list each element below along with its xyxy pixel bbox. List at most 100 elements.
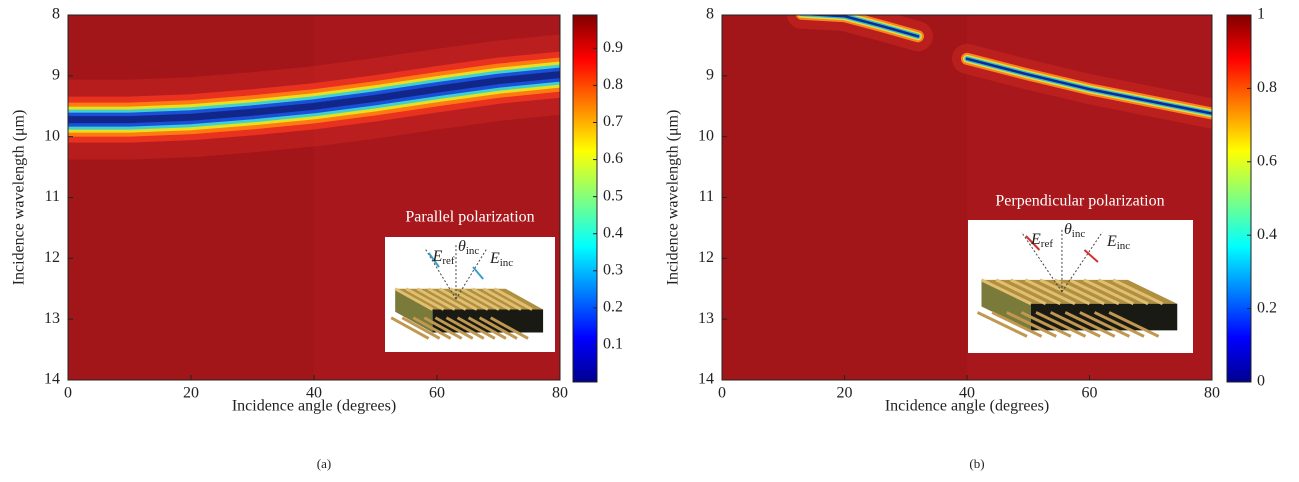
label-sub: ref — [1041, 238, 1054, 250]
grating-stripe — [995, 278, 1047, 306]
grating-stripe — [471, 287, 511, 311]
colorbar-tick-label: 0.8 — [1257, 79, 1277, 96]
reflected-ray — [424, 248, 457, 300]
grating-stripe — [445, 316, 485, 340]
y-axis-label: Incidence wavelength (μm) — [11, 110, 28, 286]
field-arrow — [472, 266, 484, 280]
grating-stripe — [394, 287, 434, 311]
label-sub: inc — [466, 245, 480, 257]
grating-stripe — [1024, 278, 1076, 306]
y-tick-label: 10 — [44, 127, 60, 144]
label-main: E — [489, 250, 500, 267]
y-tick-label: 13 — [698, 310, 714, 327]
grating-stripe — [1108, 311, 1160, 338]
inset-label: Einc — [489, 250, 513, 269]
incident-ray — [1061, 231, 1103, 293]
y-axis-label: Incidence wavelength (μm) — [665, 110, 682, 286]
reflected-ray — [1021, 231, 1063, 293]
caption: (a) — [317, 456, 331, 471]
grating-stripe — [991, 311, 1043, 338]
grating-stripe — [401, 316, 441, 340]
colorbar-tick-label: 0.6 — [1257, 152, 1277, 169]
grating-stripe — [1112, 278, 1164, 306]
label-sub: inc — [500, 257, 514, 269]
inset-label: Eref — [432, 248, 455, 267]
x-tick-label: 80 — [1204, 385, 1220, 402]
colorbar-tick-label: 0.7 — [603, 113, 623, 130]
field-arrow — [1025, 235, 1041, 251]
label-main: E — [1106, 233, 1117, 250]
colorbar-tick-label: 0.2 — [1257, 299, 1277, 316]
grating-stripe — [478, 316, 518, 340]
inset-label: θinc — [1064, 221, 1085, 240]
y-tick-label: 8 — [52, 6, 60, 23]
x-tick-label: 40 — [306, 385, 322, 402]
label-main: θ — [1064, 221, 1072, 238]
x-tick-label: 0 — [64, 385, 72, 402]
colorbar-tick-label: 0 — [1257, 373, 1265, 390]
grating-stripe — [467, 316, 507, 340]
colorbar-tick-label: 1 — [1257, 6, 1265, 23]
colorbar-tick-label: 0.3 — [603, 261, 623, 278]
y-tick-label: 8 — [706, 6, 714, 23]
y-tick-label: 12 — [44, 249, 60, 266]
inset-label: Einc — [1106, 233, 1130, 252]
label-main: E — [1030, 231, 1041, 248]
y-tick-label: 9 — [706, 67, 714, 84]
grating-stripe — [405, 287, 445, 311]
inset-title: Perpendicular polarization — [995, 193, 1164, 210]
grating-stripe — [980, 278, 1032, 306]
label-sub: ref — [442, 255, 455, 267]
label-main: E — [432, 248, 443, 265]
grating-stripe — [1079, 311, 1131, 338]
grating-stripe — [434, 316, 474, 340]
colorbar-tick-label: 0.1 — [603, 336, 623, 353]
grating-stripe — [1064, 311, 1116, 338]
plot-area — [68, 15, 560, 380]
field-arrow — [427, 252, 440, 268]
grating-stripe — [416, 287, 456, 311]
grating-stripe — [423, 316, 463, 340]
y-tick-label: 11 — [45, 188, 60, 205]
x-tick-label: 20 — [837, 385, 853, 402]
grating-stripe — [493, 287, 533, 311]
grating-stripe — [1097, 278, 1149, 306]
label-sub: inc — [1072, 228, 1086, 240]
colorbar-tick-label: 0.8 — [603, 76, 623, 93]
x-axis-label: Incidence angle (degrees) — [232, 398, 396, 415]
y-tick-label: 10 — [698, 127, 714, 144]
grating-stripe — [1010, 278, 1061, 306]
colorbar-tick-label: 0.5 — [603, 187, 623, 204]
heatmap-region — [722, 15, 967, 380]
grating-stripe — [1035, 311, 1087, 338]
x-tick-label: 80 — [552, 385, 568, 402]
x-axis-label: Incidence angle (degrees) — [885, 398, 1049, 415]
y-tick-label: 12 — [698, 249, 714, 266]
colorbar-tick-label: 0.2 — [603, 299, 623, 316]
grating-stripe — [412, 316, 452, 340]
inset-title: Parallel polarization — [405, 209, 534, 226]
grating-stripe — [1006, 311, 1057, 338]
label-main: θ — [458, 238, 466, 255]
label-sub: inc — [1117, 240, 1131, 252]
grating-stripe — [1093, 311, 1145, 338]
x-tick-label: 60 — [1082, 385, 1098, 402]
slab-front — [395, 288, 433, 333]
y-tick-label: 14 — [44, 371, 60, 388]
grating-stripe — [489, 316, 529, 340]
grating-stripe — [427, 287, 467, 311]
y-tick-label: 13 — [44, 310, 60, 327]
grating-stripe — [438, 287, 478, 311]
colorbar — [572, 14, 598, 383]
x-tick-label: 60 — [429, 385, 445, 402]
grating-stripe — [456, 316, 496, 340]
grating-stripe — [482, 287, 522, 311]
inset-label: θinc — [458, 238, 479, 257]
inset-label: Eref — [1030, 231, 1053, 250]
grating-stripe — [1049, 311, 1101, 338]
colorbar-tick-label: 0.6 — [603, 150, 623, 167]
field-arrow — [1083, 249, 1099, 263]
